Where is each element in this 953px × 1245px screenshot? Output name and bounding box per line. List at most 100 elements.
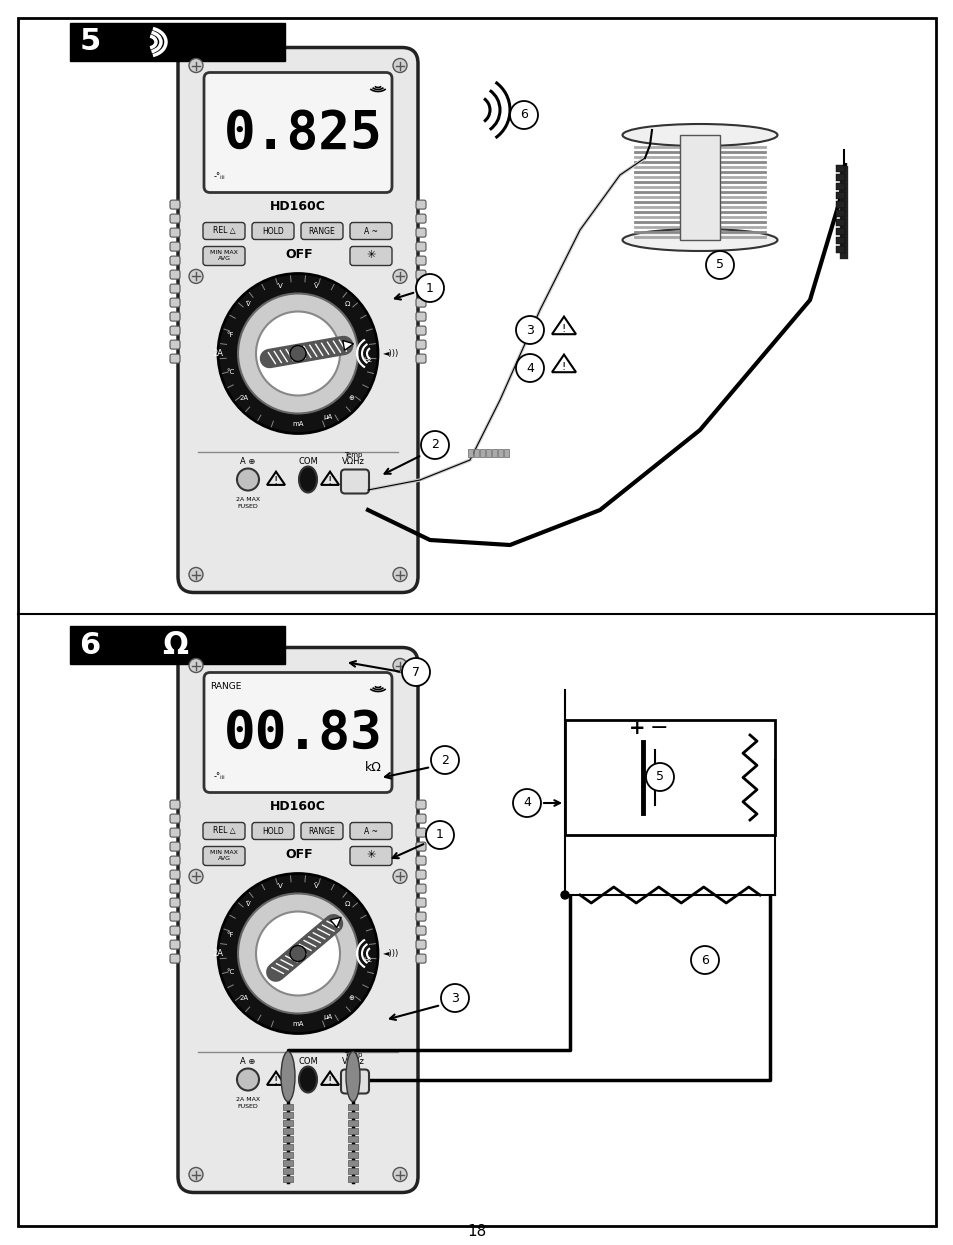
Bar (835, 237, 844, 244)
FancyBboxPatch shape (416, 256, 426, 265)
Text: 4: 4 (525, 361, 534, 375)
Circle shape (393, 59, 407, 72)
Circle shape (189, 568, 203, 581)
FancyBboxPatch shape (170, 256, 180, 265)
FancyBboxPatch shape (416, 870, 426, 879)
Circle shape (416, 274, 443, 303)
Text: mA: mA (292, 421, 303, 427)
FancyBboxPatch shape (204, 672, 392, 793)
Text: A ~: A ~ (364, 827, 377, 835)
FancyBboxPatch shape (170, 284, 180, 293)
Text: 2A MAX: 2A MAX (235, 497, 260, 502)
FancyBboxPatch shape (170, 884, 180, 893)
Circle shape (189, 659, 203, 672)
Text: μA: μA (323, 1013, 332, 1020)
Bar (348, 1112, 357, 1118)
Text: MIN MAX: MIN MAX (210, 850, 237, 855)
Text: COM: COM (297, 457, 317, 466)
Text: V̂: V̂ (246, 301, 251, 308)
FancyBboxPatch shape (170, 228, 180, 237)
Text: Ω: Ω (344, 901, 350, 908)
FancyBboxPatch shape (170, 857, 180, 865)
Bar (474, 449, 478, 457)
Text: !: ! (561, 324, 565, 334)
FancyBboxPatch shape (170, 270, 180, 279)
Text: 6: 6 (700, 954, 708, 966)
FancyBboxPatch shape (416, 913, 426, 921)
Bar (835, 166, 844, 172)
FancyBboxPatch shape (340, 469, 369, 493)
Circle shape (690, 946, 719, 974)
Bar (835, 210, 844, 217)
Text: A ⊕: A ⊕ (240, 457, 255, 466)
Text: μA: μA (323, 413, 332, 420)
FancyBboxPatch shape (170, 926, 180, 935)
FancyBboxPatch shape (416, 898, 426, 908)
FancyBboxPatch shape (252, 823, 294, 839)
Ellipse shape (622, 124, 777, 146)
Text: HD160C: HD160C (270, 801, 326, 813)
Bar (479, 449, 484, 457)
Text: A ~: A ~ (364, 227, 377, 235)
FancyBboxPatch shape (252, 223, 294, 239)
Text: -°ᵢᵢᵢ: -°ᵢᵢᵢ (213, 172, 226, 181)
Text: 1: 1 (436, 828, 443, 842)
Text: ⊕: ⊕ (348, 396, 355, 401)
Text: 6: 6 (79, 630, 100, 660)
Text: ◄))): ◄))) (382, 349, 398, 359)
Circle shape (290, 945, 306, 961)
Text: kΩ: kΩ (365, 761, 381, 774)
Text: FUSED: FUSED (237, 1104, 258, 1109)
Circle shape (705, 251, 733, 279)
FancyBboxPatch shape (203, 847, 245, 865)
Bar (283, 1159, 293, 1165)
Text: !: ! (274, 1076, 278, 1086)
Bar (348, 1168, 357, 1174)
Circle shape (393, 869, 407, 884)
FancyBboxPatch shape (350, 223, 392, 239)
Bar (283, 1152, 293, 1158)
Ellipse shape (281, 1052, 294, 1102)
Bar (348, 1143, 357, 1149)
FancyBboxPatch shape (170, 214, 180, 223)
Bar (283, 1168, 293, 1174)
Circle shape (510, 101, 537, 129)
FancyBboxPatch shape (170, 954, 180, 964)
Circle shape (393, 568, 407, 581)
Text: °F: °F (227, 332, 233, 339)
Bar (348, 1135, 357, 1142)
FancyBboxPatch shape (416, 326, 426, 335)
Bar (835, 247, 844, 253)
Text: 1: 1 (426, 281, 434, 295)
Text: mA: mA (292, 1021, 303, 1026)
Circle shape (255, 311, 339, 396)
Text: +: + (628, 718, 644, 737)
FancyBboxPatch shape (416, 228, 426, 237)
Text: 3: 3 (451, 991, 458, 1005)
Bar (564, 720, 774, 835)
FancyBboxPatch shape (416, 354, 426, 364)
Text: RANGE: RANGE (210, 682, 241, 691)
Bar (348, 1128, 357, 1133)
Ellipse shape (622, 229, 777, 251)
Bar (492, 449, 497, 457)
FancyBboxPatch shape (170, 913, 180, 921)
Circle shape (401, 659, 430, 686)
Text: V̄: V̄ (314, 283, 318, 289)
Bar (835, 192, 844, 199)
Text: !: ! (274, 476, 278, 486)
FancyBboxPatch shape (203, 823, 245, 839)
Text: 2A: 2A (239, 996, 249, 1001)
FancyBboxPatch shape (170, 326, 180, 335)
Ellipse shape (298, 1067, 316, 1093)
Text: RANGE: RANGE (309, 827, 335, 835)
FancyBboxPatch shape (204, 72, 392, 193)
Circle shape (431, 746, 458, 774)
FancyBboxPatch shape (170, 814, 180, 823)
Text: Hz: Hz (363, 956, 372, 962)
FancyBboxPatch shape (416, 814, 426, 823)
FancyBboxPatch shape (416, 298, 426, 308)
Bar (283, 1143, 293, 1149)
FancyBboxPatch shape (178, 47, 417, 593)
Bar (283, 1128, 293, 1133)
